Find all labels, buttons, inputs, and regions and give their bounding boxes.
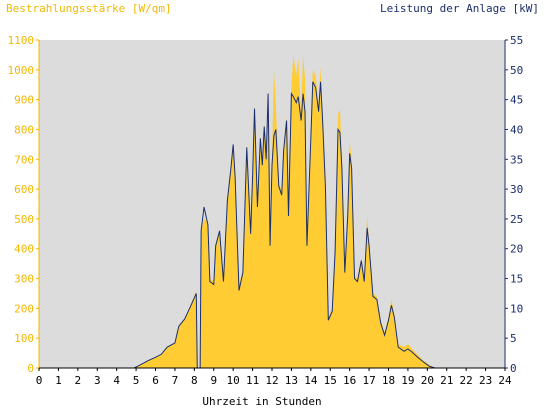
x-tick-label: 15 <box>324 374 337 387</box>
left-tick-label: 500 <box>14 213 34 226</box>
right-tick-label: 0 <box>510 362 517 375</box>
x-tick-label: 2 <box>75 374 82 387</box>
x-tick-label: 6 <box>152 374 159 387</box>
x-tick-label: 7 <box>172 374 179 387</box>
right-tick-label: 20 <box>510 243 523 256</box>
left-tick-label: 800 <box>14 123 34 136</box>
right-tick-label: 5 <box>510 332 517 345</box>
left-tick-label: 900 <box>14 94 34 107</box>
power-line <box>39 81 505 369</box>
x-tick-label: 0 <box>36 374 43 387</box>
left-tick-label: 400 <box>14 243 34 256</box>
left-tick-label: 300 <box>14 273 34 286</box>
right-tick-label: 25 <box>510 213 523 226</box>
right-tick-label: 45 <box>510 94 523 107</box>
x-tick-label: 3 <box>94 374 101 387</box>
right-tick-label: 55 <box>510 34 523 47</box>
x-axis-title: Uhrzeit in Stunden <box>202 395 321 408</box>
x-tick-label: 22 <box>460 374 473 387</box>
x-tick-label: 4 <box>113 374 120 387</box>
right-tick-label: 50 <box>510 64 523 77</box>
left-tick-label: 100 <box>14 332 34 345</box>
x-tick-label: 1 <box>55 374 62 387</box>
right-tick-label: 40 <box>510 123 523 136</box>
x-tick-label: 23 <box>479 374 492 387</box>
x-tick-label: 11 <box>246 374 259 387</box>
right-axis-title: Leistung der Anlage [kW] <box>380 2 539 15</box>
left-tick-label: 0 <box>27 362 34 375</box>
irradiance-area <box>39 54 505 368</box>
left-axis-title: Bestrahlungsstärke [W/qm] <box>6 2 172 15</box>
left-tick-label: 1100 <box>8 34 35 47</box>
x-tick-label: 21 <box>440 374 453 387</box>
x-tick-label: 24 <box>498 374 512 387</box>
x-tick-label: 10 <box>227 374 240 387</box>
right-tick-label: 30 <box>510 183 523 196</box>
right-tick-label: 10 <box>510 302 523 315</box>
x-tick-label: 20 <box>421 374 434 387</box>
x-tick-label: 14 <box>304 374 318 387</box>
x-tick-label: 13 <box>285 374 298 387</box>
x-tick-label: 16 <box>343 374 356 387</box>
left-tick-label: 600 <box>14 183 34 196</box>
x-tick-label: 18 <box>382 374 395 387</box>
x-tick-label: 12 <box>265 374 278 387</box>
x-tick-label: 8 <box>191 374 198 387</box>
x-tick-label: 19 <box>401 374 414 387</box>
left-tick-label: 700 <box>14 153 34 166</box>
left-tick-label: 200 <box>14 302 34 315</box>
x-tick-label: 9 <box>210 374 217 387</box>
right-tick-label: 15 <box>510 273 523 286</box>
x-tick-label: 5 <box>133 374 140 387</box>
left-tick-label: 1000 <box>8 64 35 77</box>
x-tick-label: 17 <box>362 374 375 387</box>
right-tick-label: 35 <box>510 153 523 166</box>
